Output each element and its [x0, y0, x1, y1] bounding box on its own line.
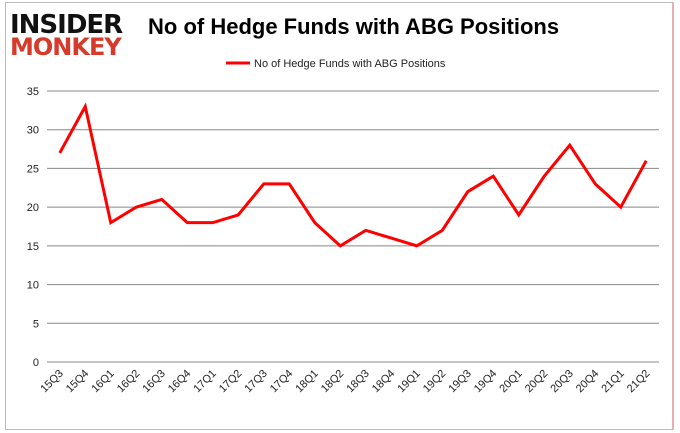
y-tick-label: 5 — [33, 318, 39, 330]
x-tick-label: 18Q4 — [370, 368, 398, 396]
x-tick-label: 16Q4 — [166, 368, 194, 396]
logo-monkey: MONKEY — [10, 33, 122, 61]
x-tick-label: 17Q2 — [217, 368, 245, 396]
x-tick-label: 20Q1 — [497, 368, 525, 396]
x-tick-label: 16Q1 — [89, 368, 117, 396]
x-tick-label: 21Q2 — [625, 368, 653, 396]
x-tick-label: 19Q3 — [446, 368, 474, 396]
y-tick-label: 30 — [27, 125, 39, 137]
x-tick-label: 16Q3 — [140, 368, 168, 396]
x-tick-label: 15Q3 — [38, 368, 66, 396]
x-tick-label: 17Q3 — [242, 368, 270, 396]
x-tick-label: 17Q1 — [191, 368, 219, 396]
x-tick-label: 19Q2 — [421, 368, 449, 396]
x-tick-label: 18Q2 — [319, 368, 347, 396]
x-tick-label: 20Q2 — [523, 368, 551, 396]
x-tick-label: 15Q4 — [64, 368, 92, 396]
x-tick-label: 18Q1 — [293, 368, 321, 396]
x-tick-label: 18Q3 — [344, 368, 372, 396]
y-tick-label: 20 — [27, 202, 39, 214]
y-tick-label: 10 — [27, 280, 39, 292]
chart-title: No of Hedge Funds with ABG Positions — [148, 14, 560, 39]
chart-frame — [5, 2, 674, 430]
x-tick-label: 19Q1 — [395, 368, 423, 396]
legend-label: No of Hedge Funds with ABG Positions — [254, 58, 446, 70]
y-tick-label: 25 — [27, 163, 39, 175]
x-tick-label: 16Q2 — [115, 368, 143, 396]
y-tick-label: 35 — [27, 86, 39, 98]
y-tick-label: 0 — [33, 357, 39, 369]
x-tick-label: 19Q4 — [472, 368, 500, 396]
series-line — [58, 102, 648, 248]
x-tick-label: 21Q1 — [599, 368, 627, 396]
x-tick-label: 17Q4 — [268, 368, 296, 396]
x-tick-label: 20Q4 — [574, 368, 602, 396]
logo-insider: INSIDER — [10, 10, 123, 40]
y-tick-label: 15 — [27, 241, 39, 253]
x-tick-label: 20Q3 — [548, 368, 576, 396]
